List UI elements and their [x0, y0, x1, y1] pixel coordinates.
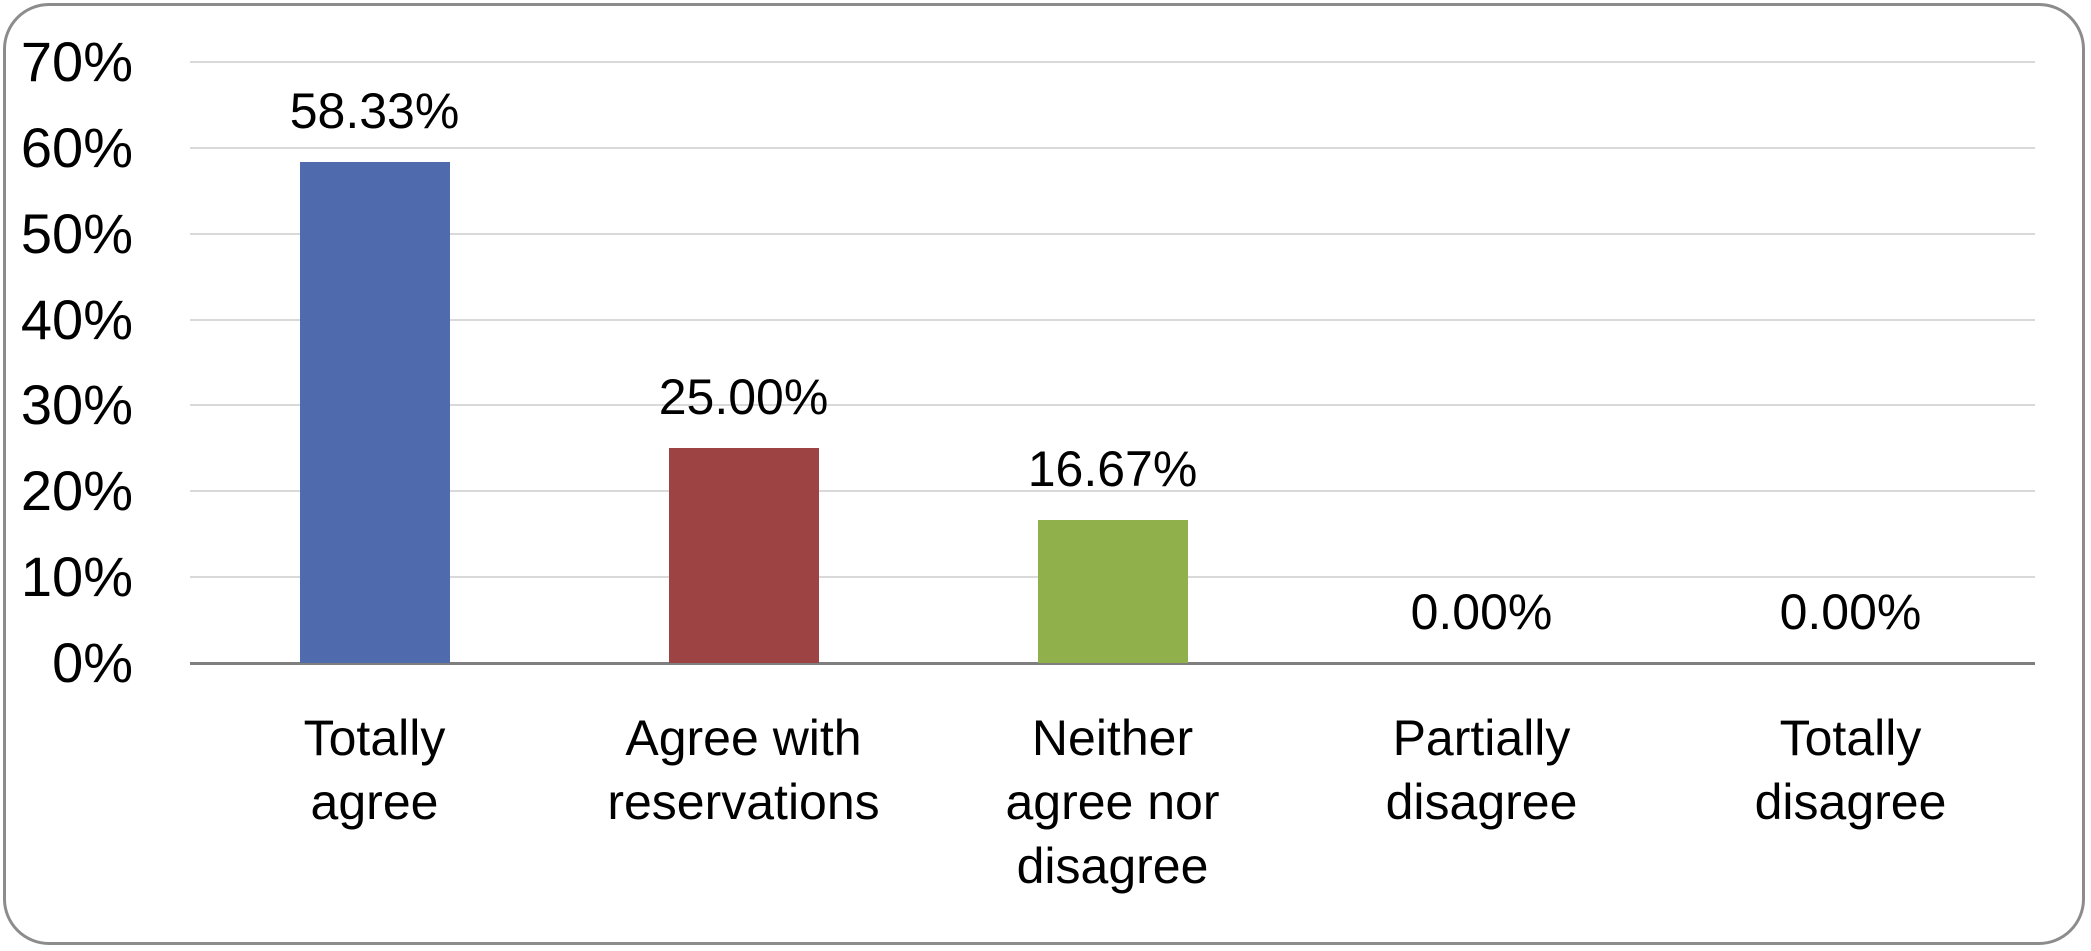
- x-axis-line: [190, 662, 2035, 665]
- x-category-label: Neither agree nor disagree: [1005, 710, 1220, 894]
- gridline: [190, 404, 2035, 407]
- y-axis-tick-label: 50%: [20, 201, 133, 265]
- x-category-label: Totally agree: [303, 710, 446, 830]
- bar: [299, 162, 450, 663]
- gridline: [190, 146, 2035, 149]
- bar-value-label: 25.00%: [658, 369, 829, 426]
- y-axis-tick-label: 0%: [52, 631, 133, 694]
- x-category-label: Partially disagree: [1385, 710, 1578, 830]
- y-axis-tick-label: 40%: [20, 287, 133, 351]
- y-axis-tick-label: 60%: [20, 115, 133, 179]
- bar-value-label: 0.00%: [1779, 584, 1922, 640]
- y-axis-tick-label: 70%: [20, 30, 133, 93]
- x-category-label: Totally disagree: [1754, 710, 1947, 830]
- y-axis-tick-label: 20%: [20, 459, 133, 523]
- y-axis-tick-label: 10%: [20, 545, 133, 609]
- bar-value-label: 0.00%: [1410, 584, 1553, 640]
- x-category-label: Agree with reservations: [607, 710, 880, 830]
- bar-value-label: 58.33%: [289, 83, 460, 140]
- gridline: [190, 61, 2035, 63]
- y-axis-tick-label: 30%: [20, 373, 133, 437]
- bar: [1037, 519, 1188, 663]
- bar: [668, 448, 819, 663]
- gridline: [190, 490, 2035, 493]
- bar-value-label: 16.67%: [1027, 440, 1198, 497]
- gridline: [190, 318, 2035, 321]
- gridline: [190, 232, 2035, 235]
